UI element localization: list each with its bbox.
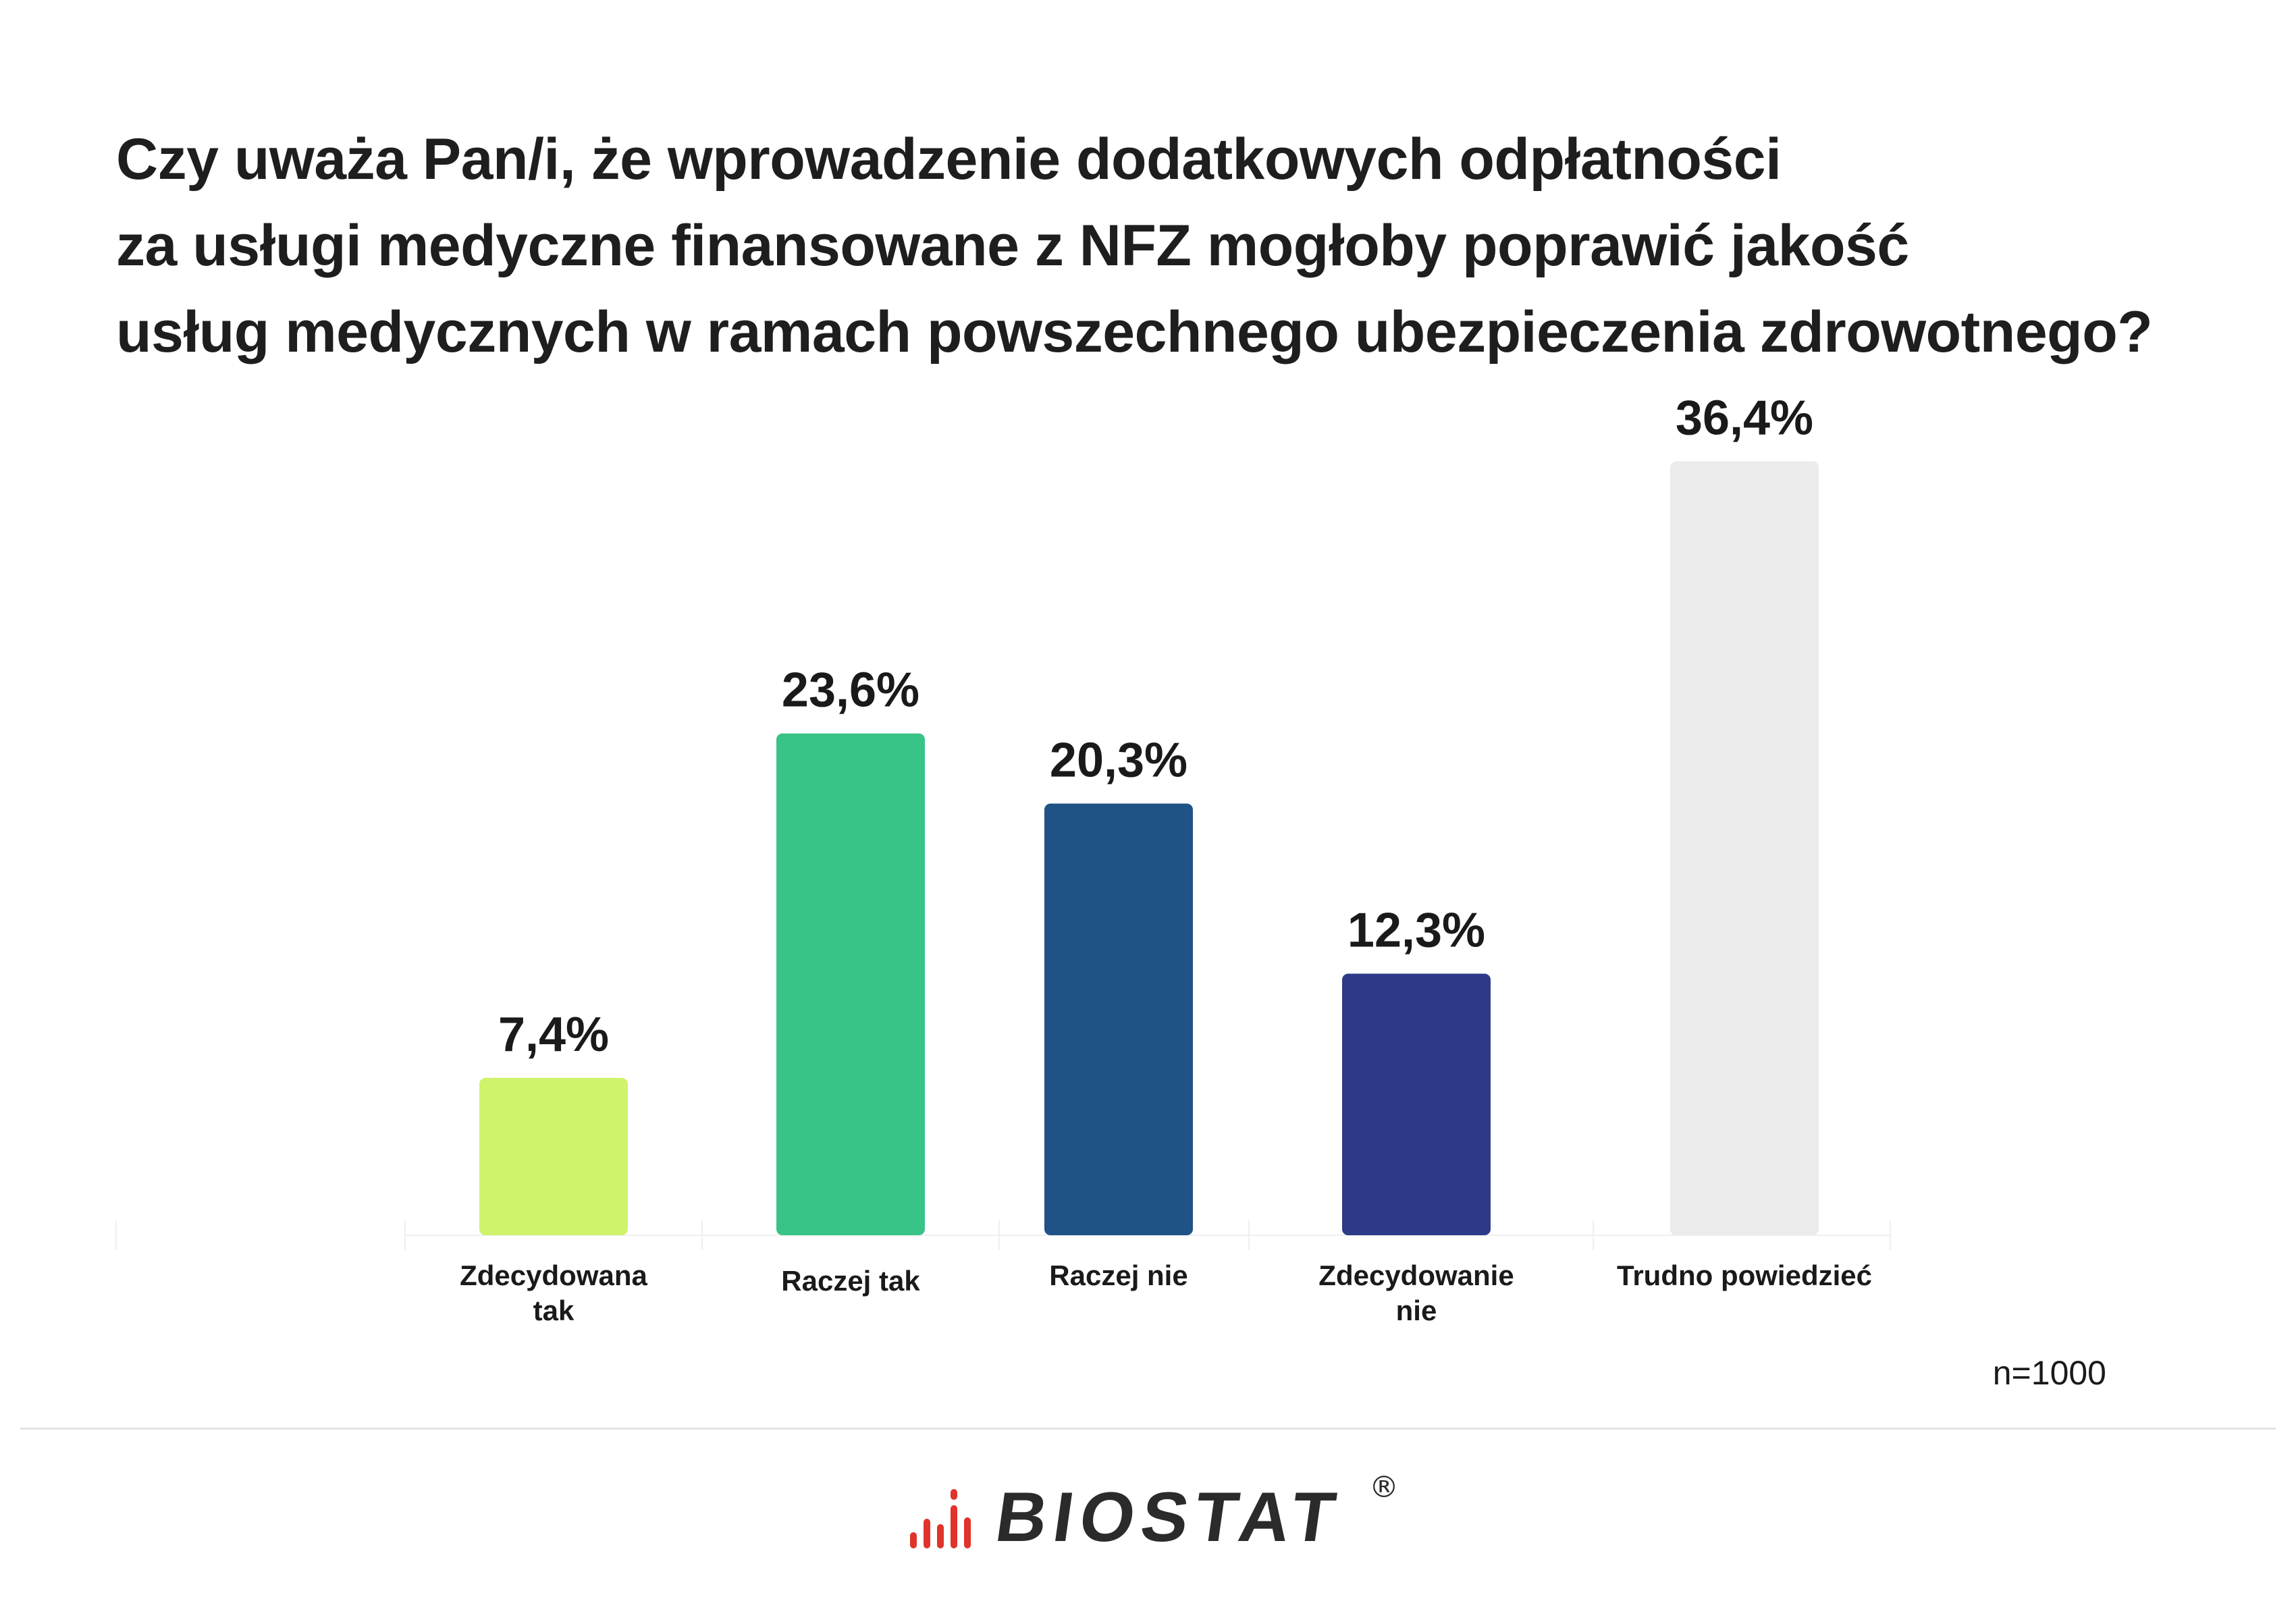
bar (1044, 803, 1193, 1235)
category-label: nie (1396, 1295, 1437, 1326)
title-line-1: Czy uważa Pan/i, że wprowadzenie dodatko… (116, 127, 1782, 192)
title-line-3: usług medycznych w ramach powszechnego u… (116, 300, 2153, 364)
bar (1342, 973, 1491, 1235)
footer-divider (20, 1428, 2276, 1430)
data-label: 36,4% (1676, 391, 1813, 445)
category-label: Zdecydowana (460, 1260, 647, 1291)
registered-mark: ® (1369, 1470, 1399, 1505)
title-line-2: za usługi medyczne finansowane z NFZ mog… (116, 213, 1909, 278)
logo-wordmark: BIOSTAT (990, 1478, 1347, 1557)
logo-bars-icon (910, 1489, 971, 1548)
category-label: Raczej tak (781, 1265, 920, 1297)
biostat-logo: BIOSTAT ® (910, 1470, 1399, 1558)
sample-size-note: n=1000 (1992, 1354, 2106, 1392)
category-label: Raczej nie (1049, 1260, 1187, 1291)
bar (1670, 461, 1819, 1235)
data-label: 20,3% (1050, 734, 1187, 788)
bar (776, 733, 925, 1235)
data-label: 23,6% (782, 664, 919, 718)
category-label: tak (533, 1295, 575, 1326)
chart-title: Czy uważa Pan/i, że wprowadzenie dodatko… (116, 116, 2175, 375)
bar (479, 1077, 628, 1235)
data-label: 7,4% (498, 1008, 609, 1062)
category-label: Zdecydowanie (1318, 1260, 1514, 1291)
data-label: 12,3% (1347, 904, 1485, 958)
category-label: Trudno powiedzieć (1617, 1260, 1872, 1291)
